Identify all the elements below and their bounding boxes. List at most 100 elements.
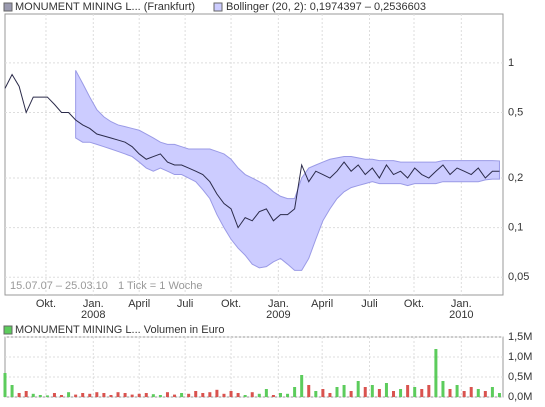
volume-bar — [384, 383, 388, 397]
volume-bar — [215, 389, 219, 397]
y-tick-label: 1,0M — [508, 351, 532, 363]
x-tick-label: April — [128, 298, 150, 310]
volume-panel — [4, 336, 504, 398]
volume-bar — [356, 381, 360, 397]
volume-bar — [45, 395, 49, 397]
volume-bar — [81, 393, 85, 397]
volume-bar — [497, 393, 501, 397]
volume-bar — [194, 391, 198, 397]
volume-bar — [321, 389, 325, 397]
legend-swatch — [3, 2, 13, 12]
volume-bar — [137, 393, 141, 397]
volume-bar — [392, 391, 396, 397]
volume-bar — [243, 395, 247, 397]
y-tick-label: 1,5M — [508, 331, 532, 343]
plot — [3, 70, 501, 397]
volume-bar — [286, 393, 290, 397]
volume-bar — [144, 393, 148, 397]
volume-bar — [300, 375, 304, 397]
legend-label: Bollinger (20, 2): 0,1974397 – 0,2536603 — [226, 1, 426, 13]
volume-bar — [31, 393, 35, 397]
volume-bar — [95, 392, 99, 397]
volume-bar — [420, 389, 424, 397]
y-tick-label: 0,0M — [508, 391, 532, 403]
volume-bar — [349, 391, 353, 397]
volume-bar — [448, 389, 452, 397]
volume-bar — [483, 391, 487, 397]
y-tick-label: 0,2 — [508, 172, 523, 184]
volume-bar — [222, 393, 226, 397]
volume-bar — [116, 392, 120, 397]
volume-bar — [158, 395, 162, 397]
x-tick-label: Juli — [361, 298, 378, 310]
x-tick-label: Jan. — [451, 298, 472, 310]
volume-bar — [10, 385, 14, 397]
volume-bar — [370, 385, 374, 397]
x-tick-label: April — [311, 298, 333, 310]
volume-bar — [399, 389, 403, 397]
x-tick-label: Okt. — [36, 298, 56, 310]
volume-bar — [201, 393, 205, 397]
y-tick-label: 0,1 — [508, 222, 523, 234]
y-tick-label: 0,05 — [508, 271, 529, 283]
x-tick-label: Okt. — [221, 298, 241, 310]
volume-bar — [123, 393, 127, 397]
volume-bar — [257, 393, 261, 397]
volume-bar — [441, 381, 445, 397]
legend-swatch — [3, 325, 13, 335]
volume-bar — [363, 387, 367, 397]
volume-bar — [427, 385, 431, 397]
volume-bar — [52, 393, 56, 397]
legend-label: MONUMENT MINING L... (Frankfurt) — [15, 1, 195, 13]
volume-bar — [109, 395, 113, 397]
volume-bar — [151, 394, 155, 397]
volume-bar — [24, 391, 28, 397]
y-tick-label: 1 — [508, 57, 514, 69]
volume-bar — [293, 387, 297, 397]
volume-bar — [74, 394, 78, 397]
volume-bar — [314, 391, 318, 397]
volume-bar — [229, 391, 233, 397]
volume-bar — [469, 387, 473, 397]
bollinger-band — [75, 70, 500, 271]
volume-bar — [490, 387, 494, 397]
x-tick-label: Jan. — [83, 298, 104, 310]
volume-bar — [434, 349, 438, 397]
volume-bar — [271, 395, 275, 397]
volume-bar — [377, 389, 381, 397]
volume-bar — [102, 393, 106, 397]
annotation: 1 Tick = 1 Woche — [118, 280, 202, 292]
volume-bar — [17, 393, 21, 397]
volume-bar — [60, 395, 64, 397]
year-label: 2010 — [449, 309, 473, 321]
price-line — [4, 73, 500, 229]
volume-bar — [3, 373, 7, 397]
year-label: 2008 — [81, 309, 105, 321]
volume-bar — [187, 393, 191, 397]
x-tick-label: Jan. — [268, 298, 289, 310]
x-tick-label: Okt. — [404, 298, 424, 310]
volume-bar — [455, 385, 459, 397]
volume-bar — [406, 385, 410, 397]
y-tick-label: 0,5M — [508, 371, 532, 383]
volume-bar — [328, 393, 332, 397]
volume-bar — [38, 395, 42, 397]
volume-bar — [335, 387, 339, 397]
volume-bar — [208, 392, 212, 397]
volume-bar — [173, 394, 177, 397]
annotation: 15.07.07 – 25.03.10 — [10, 280, 108, 292]
volume-bar — [236, 393, 240, 397]
legend-label: MONUMENT MINING L... Volumen in Euro — [15, 324, 224, 336]
volume-bar — [180, 393, 184, 397]
legend-swatch — [213, 2, 223, 12]
volume-bar — [130, 394, 134, 397]
volume-bar — [462, 391, 466, 397]
year-label: 2009 — [266, 309, 290, 321]
volume-bar — [264, 389, 268, 397]
y-tick-label: 0,5 — [508, 106, 523, 118]
volume-bar — [342, 385, 346, 397]
volume-bar — [250, 392, 254, 397]
x-tick-label: Juli — [177, 298, 194, 310]
volume-bar — [413, 387, 417, 397]
